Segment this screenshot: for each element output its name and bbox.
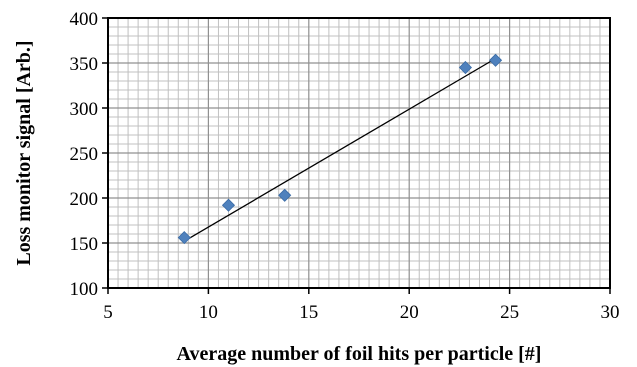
data-point-marker — [458, 60, 472, 75]
y-tick-label: 150 — [70, 234, 99, 255]
y-tick-labels: 100 150 200 250 300 350 400 — [70, 9, 99, 300]
y-tick-label: 100 — [70, 279, 99, 300]
x-tick-label: 25 — [500, 302, 519, 323]
x-tick-labels: 5 10 15 20 25 30 — [103, 302, 619, 323]
x-tick-label: 20 — [400, 302, 419, 323]
x-tick-label: 30 — [601, 302, 620, 323]
y-tick-label: 250 — [70, 144, 99, 165]
y-tick-label: 200 — [70, 189, 99, 210]
x-tick-label: 10 — [199, 302, 218, 323]
data-point-marker — [177, 231, 191, 245]
y-axis-title: Loss monitor signal [Arb.] — [13, 40, 35, 265]
x-tick-label: 15 — [299, 302, 318, 323]
y-tick-label: 350 — [70, 54, 99, 75]
major-gridlines — [108, 18, 610, 288]
y-tick-label: 300 — [70, 99, 99, 120]
axis-ticks — [102, 17, 611, 294]
x-tick-label: 5 — [103, 302, 113, 323]
x-axis-title: Average number of foil hits per particle… — [177, 343, 542, 365]
trendline — [183, 57, 496, 242]
data-points — [177, 53, 503, 245]
data-point-marker — [221, 198, 236, 212]
data-point-marker — [278, 188, 292, 202]
y-tick-label: 400 — [70, 9, 99, 30]
data-point-marker — [488, 53, 503, 67]
